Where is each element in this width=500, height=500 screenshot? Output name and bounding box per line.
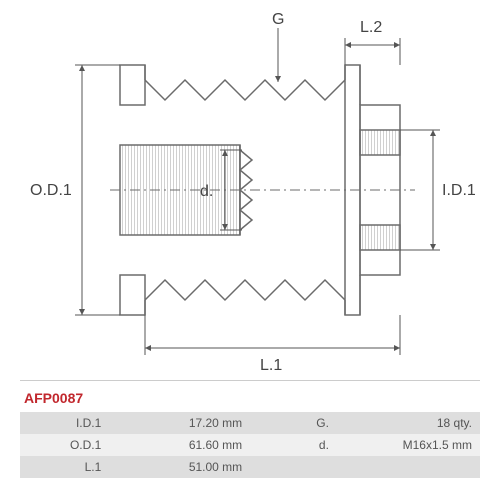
spec-table: I.D.1 17.20 mm G. 18 qty. O.D.1 61.60 mm… (20, 412, 480, 478)
part-code: AFP0087 (24, 390, 83, 406)
spec-value (337, 456, 480, 478)
spec-label: I.D.1 (20, 412, 109, 434)
spec-label: d. (250, 434, 337, 456)
technical-drawing: O.D.1 I.D.1 L.1 L.2 G d. (20, 10, 480, 381)
spec-value: M16x1.5 mm (337, 434, 480, 456)
label-l1: L.1 (260, 357, 282, 374)
label-id1: I.D.1 (442, 182, 476, 199)
spec-value: 17.20 mm (109, 412, 250, 434)
label-od1: O.D.1 (30, 182, 72, 199)
spec-label: O.D.1 (20, 434, 109, 456)
spec-label: L.1 (20, 456, 109, 478)
label-l2: L.2 (360, 19, 382, 36)
spec-value: 51.00 mm (109, 456, 250, 478)
spec-value: 18 qty. (337, 412, 480, 434)
label-g: G (272, 11, 284, 28)
label-d: d. (200, 183, 213, 200)
spec-label (250, 456, 337, 478)
spec-value: 61.60 mm (109, 434, 250, 456)
table-row: O.D.1 61.60 mm d. M16x1.5 mm (20, 434, 480, 456)
table-row: L.1 51.00 mm (20, 456, 480, 478)
table-row: I.D.1 17.20 mm G. 18 qty. (20, 412, 480, 434)
spec-label: G. (250, 412, 337, 434)
